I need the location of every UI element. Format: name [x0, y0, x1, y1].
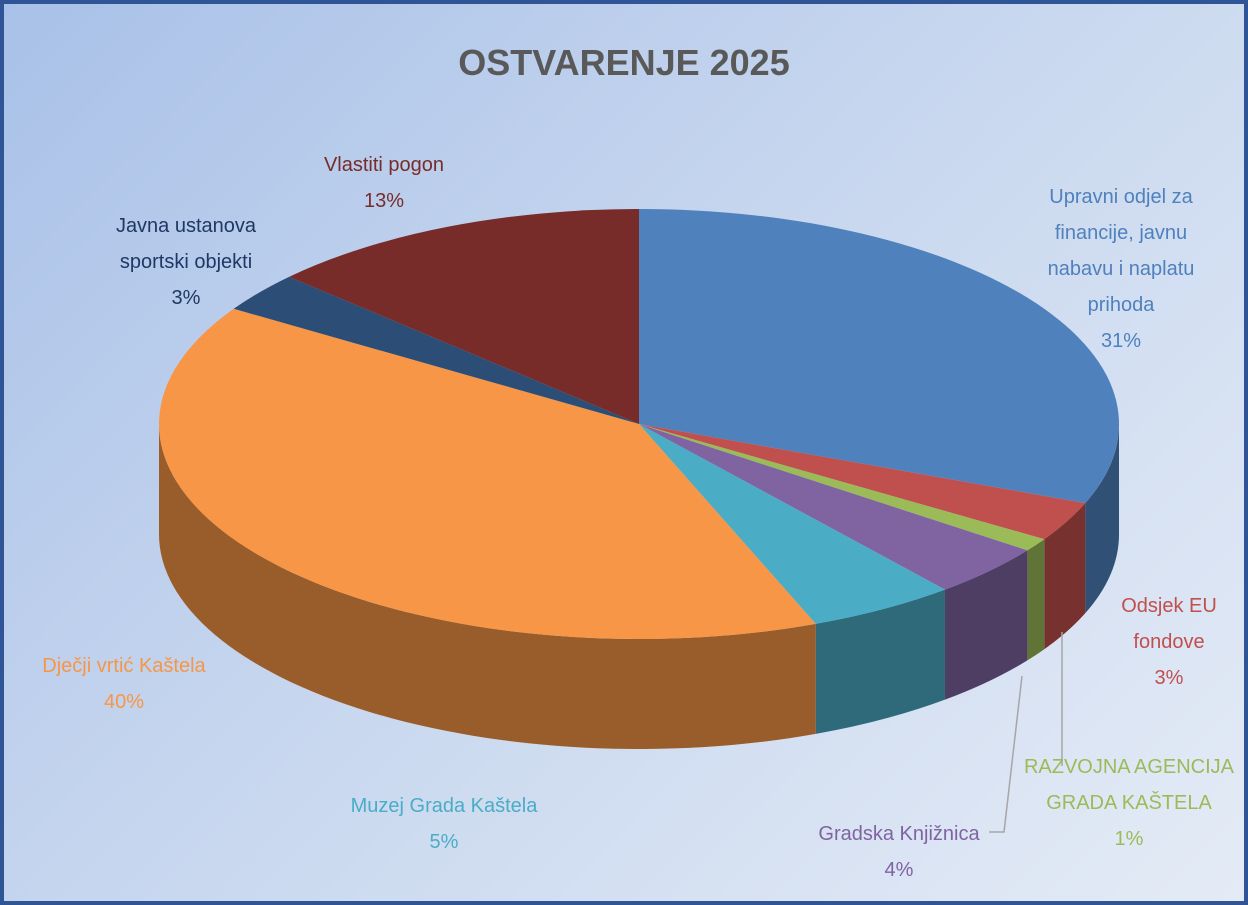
value-label: 40%: [103, 691, 145, 713]
value-label: 3%: [171, 287, 201, 309]
category-label: Odsjek EU fondove: [1121, 595, 1217, 653]
slice-side: [159, 424, 816, 749]
value-label: 1%: [1114, 828, 1144, 850]
slice-side-shade: [159, 424, 816, 749]
slice-side: [1027, 539, 1045, 661]
slice-side-shade: [1085, 424, 1119, 614]
slice: [639, 424, 945, 624]
category-label: Gradska Knjižnica: [818, 823, 980, 845]
slice-side: [1044, 503, 1086, 650]
data-label: Upravni odjel za financije, javnu nabavu…: [1021, 179, 1221, 359]
slice: [639, 424, 1028, 590]
category-label: Vlastiti pogon: [323, 154, 445, 176]
data-label: Odsjek EU fondove 3%: [1094, 588, 1244, 696]
leader-line: [989, 675, 1023, 833]
chart-title: OSTVARENJE 2025: [458, 42, 790, 83]
slice: [159, 308, 816, 639]
data-label: Vlastiti pogon 13%: [284, 147, 484, 219]
slice: [639, 424, 1086, 540]
slice-side-shade: [815, 589, 945, 734]
value-label: 3%: [1154, 667, 1184, 689]
slice-side: [1085, 424, 1119, 614]
slice: [233, 276, 639, 424]
category-label: Upravni odjel za financije, javnu nabavu…: [1047, 186, 1195, 316]
slice-side-shade: [1044, 503, 1086, 650]
data-label: Muzej Grada Kaštela 5%: [304, 788, 584, 860]
data-label: Javna ustanova sportski objekti 3%: [86, 208, 286, 316]
slice-side-shade: [944, 550, 1028, 700]
data-label: Dječji vrtić Kaštela 40%: [9, 648, 239, 720]
category-label: Muzej Grada Kaštela: [350, 795, 538, 817]
slice-side-shade: [1027, 539, 1045, 661]
value-label: 4%: [884, 859, 914, 881]
slice-side: [944, 550, 1028, 700]
slice-side: [815, 589, 945, 734]
slice: [639, 424, 1045, 551]
data-label: Gradska Knjižnica 4%: [779, 816, 1019, 888]
data-label: RAZVOJNA AGENCIJA GRADA KAŠTELA 1%: [1009, 749, 1244, 857]
slice: [639, 209, 1119, 504]
category-label: RAZVOJNA AGENCIJA GRADA KAŠTELA: [1023, 756, 1235, 814]
slice: [289, 209, 639, 424]
category-label: Javna ustanova sportski objekti: [115, 215, 257, 273]
category-label: Dječji vrtić Kaštela: [42, 655, 206, 677]
value-label: 13%: [363, 190, 405, 212]
value-label: 5%: [429, 831, 459, 853]
value-label: 31%: [1100, 330, 1142, 352]
pie-plot: [159, 209, 1119, 833]
